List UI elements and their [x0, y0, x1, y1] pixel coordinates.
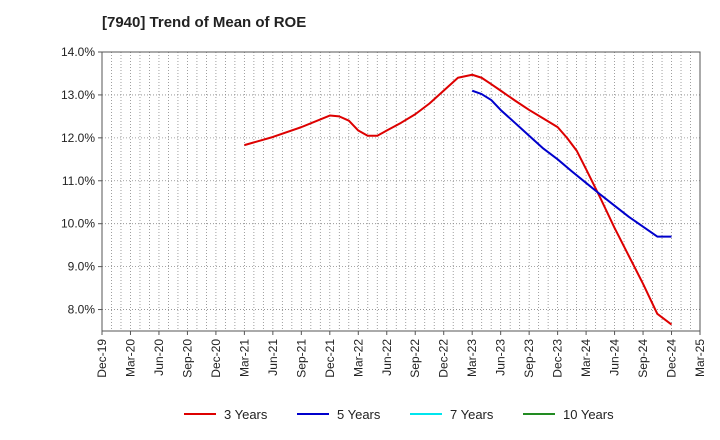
- x-tick-label: Sep-24: [636, 339, 650, 378]
- legend-label: 5 Years: [337, 407, 381, 422]
- plot-frame: [101, 51, 701, 332]
- series-layer: [244, 73, 673, 326]
- x-tick-label: Sep-22: [408, 339, 422, 378]
- grid-layer: [101, 51, 701, 331]
- x-axis-ticks: Dec-19 Mar-20 Jun-20 Sep-20 Dec-20 Mar-21 Jun-…: [95, 331, 707, 378]
- legend-label: 7 Years: [450, 407, 494, 422]
- x-tick-label: Jun-21: [266, 339, 280, 376]
- y-tick-label: 12.0%: [61, 131, 95, 145]
- x-tick-label: Dec-22: [437, 339, 451, 378]
- x-tick-label: Jun-20: [152, 339, 166, 376]
- x-tick-label: Jun-23: [494, 339, 508, 376]
- series-line-5-years: [471, 89, 672, 238]
- x-tick-label: Dec-24: [665, 339, 679, 378]
- x-tick-label: Dec-20: [209, 339, 223, 378]
- x-tick-label: Sep-20: [180, 339, 194, 378]
- x-tick-label: Mar-21: [237, 339, 251, 377]
- x-tick-label: Mar-20: [123, 339, 137, 377]
- x-tick-label: Mar-24: [579, 339, 593, 377]
- y-tick-label: 9.0%: [68, 260, 96, 274]
- x-tick-label: Jun-24: [608, 339, 622, 376]
- y-tick-label: 13.0%: [61, 88, 95, 102]
- x-tick-label: Mar-25: [693, 339, 707, 377]
- y-tick-label: 11.0%: [62, 174, 95, 188]
- x-tick-label: Jun-22: [380, 339, 394, 376]
- y-tick-label: 10.0%: [61, 217, 95, 231]
- x-tick-label: Sep-21: [294, 339, 308, 378]
- x-tick-label: Dec-19: [95, 339, 109, 378]
- x-tick-label: Dec-23: [551, 339, 565, 378]
- chart-title: [7940] Trend of Mean of ROE: [102, 14, 307, 31]
- x-tick-label: Mar-22: [351, 339, 365, 377]
- legend-label: 10 Years: [563, 407, 614, 422]
- legend-label: 3 Years: [224, 407, 268, 422]
- x-tick-label: Mar-23: [465, 339, 479, 377]
- x-tick-label: Sep-23: [522, 339, 536, 378]
- legend: 3 Years 5 Years 7 Years 10 Years: [184, 407, 614, 422]
- y-tick-label: 8.0%: [68, 303, 96, 317]
- x-tick-label: Dec-21: [323, 339, 337, 378]
- y-axis-ticks: 8.0% 9.0% 10.0% 11.0% 12.0% 13.0% 14.0%: [61, 45, 102, 317]
- y-tick-label: 14.0%: [61, 45, 95, 59]
